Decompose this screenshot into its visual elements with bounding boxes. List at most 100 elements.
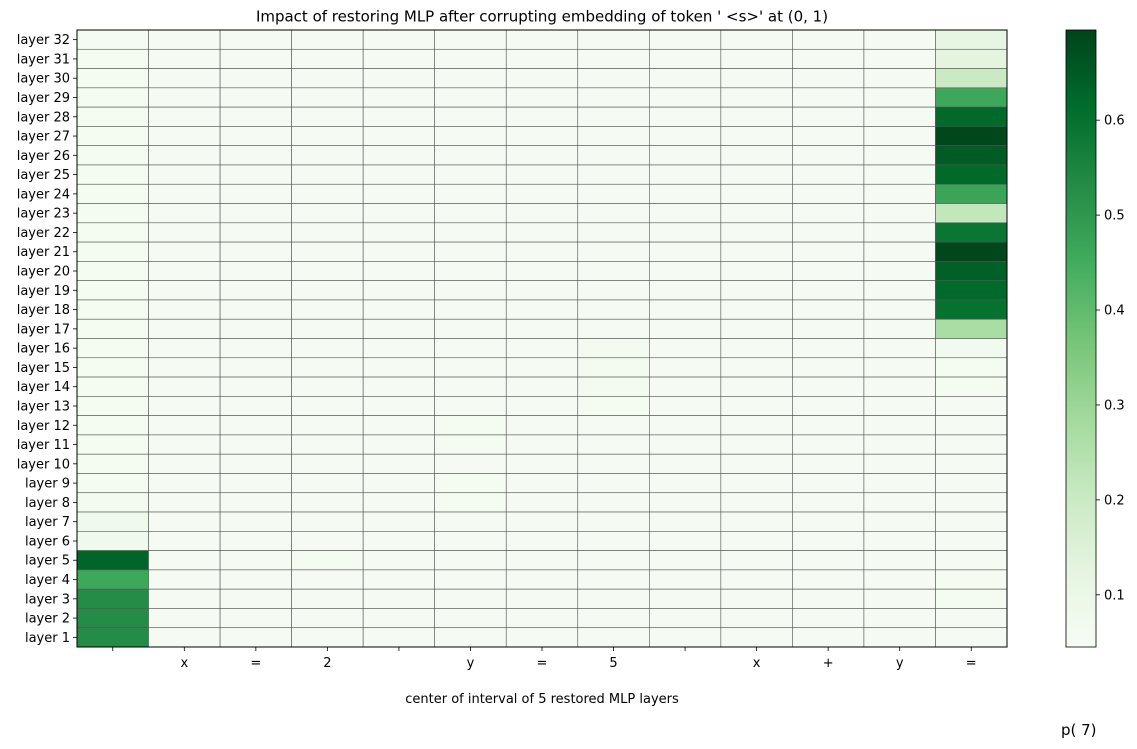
heatmap-cell xyxy=(505,29,579,50)
heatmap-cell xyxy=(148,453,221,474)
colorbar-tick-label: 0.5 xyxy=(1104,209,1125,224)
heatmap-cell xyxy=(649,299,722,320)
heatmap-cell xyxy=(577,29,650,50)
heatmap-cell xyxy=(505,473,579,494)
heatmap-cell xyxy=(863,531,936,551)
heatmap-cell xyxy=(720,550,793,571)
heatmap-cell xyxy=(720,29,793,50)
heatmap-cell xyxy=(219,87,292,108)
heatmap-cell xyxy=(434,29,507,50)
heatmap-cell xyxy=(76,627,149,648)
heatmap-cell xyxy=(434,492,507,513)
heatmap-cell xyxy=(649,376,722,397)
heatmap-cell xyxy=(720,48,793,69)
x-axis-ticks: x = 2 y = 5 x + y = xyxy=(112,647,977,671)
heatmap-cell xyxy=(148,318,221,339)
heatmap-cell xyxy=(219,608,292,629)
heatmap-cell xyxy=(219,164,292,185)
heatmap-cell xyxy=(577,376,650,397)
heatmap-cell xyxy=(291,145,364,166)
heatmap-cell xyxy=(505,145,579,166)
heatmap-cell xyxy=(505,608,579,629)
heatmap-cell xyxy=(649,396,722,416)
heatmap-cell xyxy=(935,434,1008,455)
heatmap-cell xyxy=(863,434,936,455)
heatmap-cell xyxy=(720,396,793,416)
heatmap-cell xyxy=(362,531,435,551)
heatmap-cell xyxy=(720,222,793,243)
heatmap-cell xyxy=(434,126,507,146)
heatmap-cell xyxy=(76,588,149,609)
heatmap-cell xyxy=(76,608,149,629)
heatmap-cell xyxy=(863,299,936,320)
heatmap-cell xyxy=(720,126,793,146)
colorbar-tick-label: 0.4 xyxy=(1104,304,1125,319)
y-tick-label: layer 5 xyxy=(25,554,70,569)
heatmap-cell xyxy=(505,396,579,416)
heatmap-cell xyxy=(720,473,793,494)
heatmap-cell xyxy=(434,145,507,166)
heatmap-cell xyxy=(76,222,149,243)
heatmap-cell xyxy=(720,261,793,281)
heatmap-cell xyxy=(76,569,149,590)
heatmap-cell xyxy=(505,106,579,127)
heatmap-cell xyxy=(219,222,292,243)
heatmap-cell xyxy=(76,357,149,378)
heatmap-cell xyxy=(434,87,507,108)
heatmap-cell xyxy=(219,145,292,166)
y-tick-label: layer 17 xyxy=(17,322,70,337)
heatmap-cell xyxy=(291,473,364,494)
heatmap-cell xyxy=(362,569,435,590)
heatmap-cell xyxy=(863,396,936,416)
heatmap-cell xyxy=(649,241,722,262)
heatmap-cell xyxy=(720,415,793,436)
heatmap-cell xyxy=(577,608,650,629)
x-tick-label: x xyxy=(180,656,188,671)
heatmap-cell xyxy=(649,415,722,436)
heatmap-cell xyxy=(792,492,865,513)
heatmap-cell xyxy=(76,48,149,69)
heatmap-cell xyxy=(935,415,1008,436)
heatmap-cell xyxy=(76,280,149,301)
heatmap-cell xyxy=(792,183,865,204)
heatmap-cell xyxy=(720,280,793,301)
heatmap-cell xyxy=(649,338,722,359)
heatmap-cell xyxy=(219,68,292,89)
heatmap-cell xyxy=(362,357,435,378)
heatmap-cell xyxy=(505,183,579,204)
x-tick-label: 2 xyxy=(323,656,331,671)
heatmap-cell xyxy=(219,550,292,571)
heatmap-cell xyxy=(148,183,221,204)
heatmap-cell xyxy=(362,68,435,89)
heatmap-cell xyxy=(505,164,579,185)
heatmap-cell xyxy=(935,222,1008,243)
heatmap-cell xyxy=(577,588,650,609)
heatmap-cell xyxy=(863,588,936,609)
y-tick-label: layer 18 xyxy=(17,303,70,318)
heatmap-cell xyxy=(720,492,793,513)
heatmap-cell xyxy=(219,473,292,494)
heatmap-cell xyxy=(720,608,793,629)
heatmap-cell xyxy=(505,338,579,359)
heatmap-cell xyxy=(863,222,936,243)
heatmap-cell xyxy=(649,434,722,455)
x-tick-label: y xyxy=(896,656,904,671)
heatmap-cell xyxy=(148,396,221,416)
heatmap-cell xyxy=(863,126,936,146)
colorbar-tick-label: 0.1 xyxy=(1104,588,1125,603)
heatmap-cell xyxy=(935,87,1008,108)
heatmap-cell xyxy=(792,261,865,281)
y-tick-label: layer 25 xyxy=(17,168,70,183)
heatmap-cell xyxy=(362,415,435,436)
heatmap-cell xyxy=(291,29,364,50)
heatmap-cell xyxy=(291,569,364,590)
heatmap-cell xyxy=(792,338,865,359)
heatmap-cell xyxy=(362,145,435,166)
heatmap-cell xyxy=(219,280,292,301)
heatmap-cell xyxy=(76,68,149,89)
heatmap-cell xyxy=(720,203,793,224)
heatmap-cell xyxy=(505,280,579,301)
heatmap-cell xyxy=(863,608,936,629)
colorbar-tick-label: 0.2 xyxy=(1104,493,1125,508)
heatmap-cell xyxy=(505,318,579,339)
